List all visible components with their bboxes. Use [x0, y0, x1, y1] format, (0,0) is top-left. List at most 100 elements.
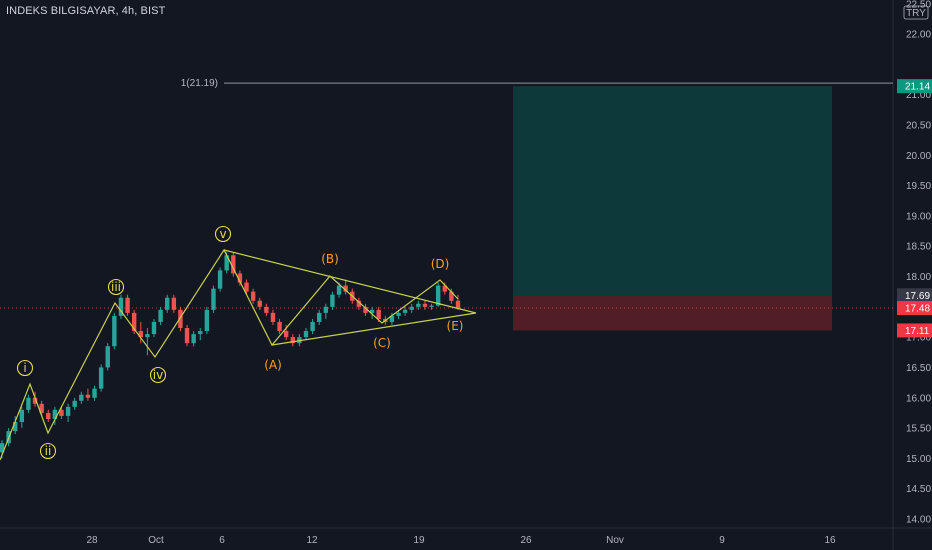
- candle-body[interactable]: [303, 331, 309, 338]
- candle-body[interactable]: [178, 309, 183, 329]
- target-price-badge-text: 21.14: [905, 82, 930, 93]
- candle-body[interactable]: [151, 321, 157, 335]
- candle-body[interactable]: [217, 270, 223, 289]
- wave-label[interactable]: (D): [431, 257, 450, 271]
- currency-badge[interactable]: [903, 5, 929, 20]
- candle-body[interactable]: [105, 346, 110, 368]
- candle-body[interactable]: [402, 309, 408, 313]
- candle-body[interactable]: [429, 305, 434, 307]
- candle-body[interactable]: [131, 312, 137, 332]
- candle-body[interactable]: [422, 303, 428, 307]
- candle-body[interactable]: [0, 443, 5, 453]
- wave-label[interactable]: (E): [447, 319, 464, 333]
- candle-body[interactable]: [52, 409, 58, 419]
- candle-body[interactable]: [165, 297, 170, 310]
- candle-body[interactable]: [369, 309, 375, 313]
- triangle-upper-line[interactable]: [223, 249, 477, 314]
- y-tick-label: 14.00: [906, 515, 931, 526]
- candle-body[interactable]: [171, 297, 177, 310]
- y-tick-label: 15.50: [906, 424, 931, 435]
- candle-body[interactable]: [65, 406, 71, 416]
- candle-body[interactable]: [376, 309, 381, 319]
- x-tick-label: 19: [413, 535, 425, 546]
- candle-body[interactable]: [409, 306, 414, 310]
- candle-body[interactable]: [277, 321, 282, 332]
- candle-body[interactable]: [449, 291, 454, 301]
- candle-body[interactable]: [79, 394, 84, 401]
- candle-body[interactable]: [158, 309, 163, 322]
- candle-body[interactable]: [336, 285, 342, 295]
- wave-label[interactable]: i: [23, 361, 26, 375]
- wave-label-circle: [107, 278, 125, 296]
- candle-body[interactable]: [330, 294, 335, 307]
- candle-body[interactable]: [270, 312, 276, 322]
- y-tick-label: 22.00: [906, 30, 931, 41]
- candle-body[interactable]: [323, 306, 329, 313]
- wave-label[interactable]: v: [219, 227, 226, 241]
- candle-body[interactable]: [112, 315, 117, 347]
- candle-body[interactable]: [343, 285, 348, 292]
- candle-body[interactable]: [125, 297, 130, 313]
- candle-body[interactable]: [250, 291, 256, 301]
- candle-body[interactable]: [204, 309, 210, 332]
- wave-label-circle: [149, 366, 167, 384]
- candle-body[interactable]: [244, 282, 249, 292]
- symbol-title[interactable]: INDEKS BILGISAYAR, 4h, BIST: [6, 5, 166, 17]
- y-tick-label: 16.50: [906, 363, 931, 374]
- candle-body[interactable]: [264, 306, 269, 313]
- wave-label[interactable]: (A): [264, 358, 282, 372]
- y-tick-label: 18.00: [906, 272, 931, 283]
- candle-body[interactable]: [283, 331, 289, 338]
- y-tick-label: 19.50: [906, 181, 931, 192]
- candle-body[interactable]: [184, 328, 190, 344]
- candle-body[interactable]: [98, 367, 104, 389]
- candle-body[interactable]: [224, 255, 229, 271]
- y-tick-label: 21.00: [906, 90, 931, 101]
- wave-path[interactable]: [0, 248, 459, 461]
- candle-body[interactable]: [455, 300, 461, 309]
- candle-body[interactable]: [46, 412, 51, 419]
- candle-body[interactable]: [72, 400, 77, 407]
- candle-body[interactable]: [435, 285, 441, 306]
- candle-body[interactable]: [19, 409, 25, 422]
- wave-label-circle: [214, 225, 232, 243]
- candle-body[interactable]: [237, 273, 243, 283]
- candle-body[interactable]: [13, 422, 18, 432]
- candle-body[interactable]: [257, 300, 262, 307]
- candle-body[interactable]: [198, 331, 203, 335]
- wave-label[interactable]: iv: [153, 368, 163, 382]
- candle-body[interactable]: [416, 303, 421, 307]
- candle-body[interactable]: [26, 397, 31, 410]
- candle-body[interactable]: [32, 397, 38, 404]
- y-tick-label: 22.50: [906, 0, 931, 11]
- candle-body[interactable]: [290, 337, 295, 344]
- candle-body[interactable]: [39, 403, 44, 413]
- candle-body[interactable]: [59, 409, 64, 416]
- candle-body[interactable]: [145, 334, 150, 338]
- x-tick-label: 12: [306, 535, 318, 546]
- candle-body[interactable]: [191, 334, 196, 344]
- wave-label[interactable]: (C): [373, 336, 391, 350]
- candle-body[interactable]: [389, 315, 395, 322]
- candle-body[interactable]: [138, 331, 143, 338]
- candle-body[interactable]: [231, 255, 236, 274]
- candle-body[interactable]: [363, 306, 368, 313]
- candle-body[interactable]: [442, 285, 447, 292]
- candle-body[interactable]: [396, 312, 401, 316]
- wave-label[interactable]: (B): [321, 252, 339, 266]
- candle-body[interactable]: [92, 388, 97, 398]
- candle-body[interactable]: [211, 288, 216, 310]
- profit-zone[interactable]: [513, 86, 832, 296]
- candle-body[interactable]: [85, 394, 91, 398]
- candle-body[interactable]: [118, 297, 124, 316]
- wave-label[interactable]: iii: [111, 280, 121, 294]
- candle-body[interactable]: [356, 300, 362, 307]
- loss-zone[interactable]: [513, 295, 832, 331]
- triangle-lower-line[interactable]: [271, 312, 477, 346]
- candle-body[interactable]: [317, 312, 322, 322]
- candle-body[interactable]: [310, 321, 315, 332]
- wave-label[interactable]: ii: [45, 444, 52, 458]
- stop-price-badge: [897, 323, 932, 338]
